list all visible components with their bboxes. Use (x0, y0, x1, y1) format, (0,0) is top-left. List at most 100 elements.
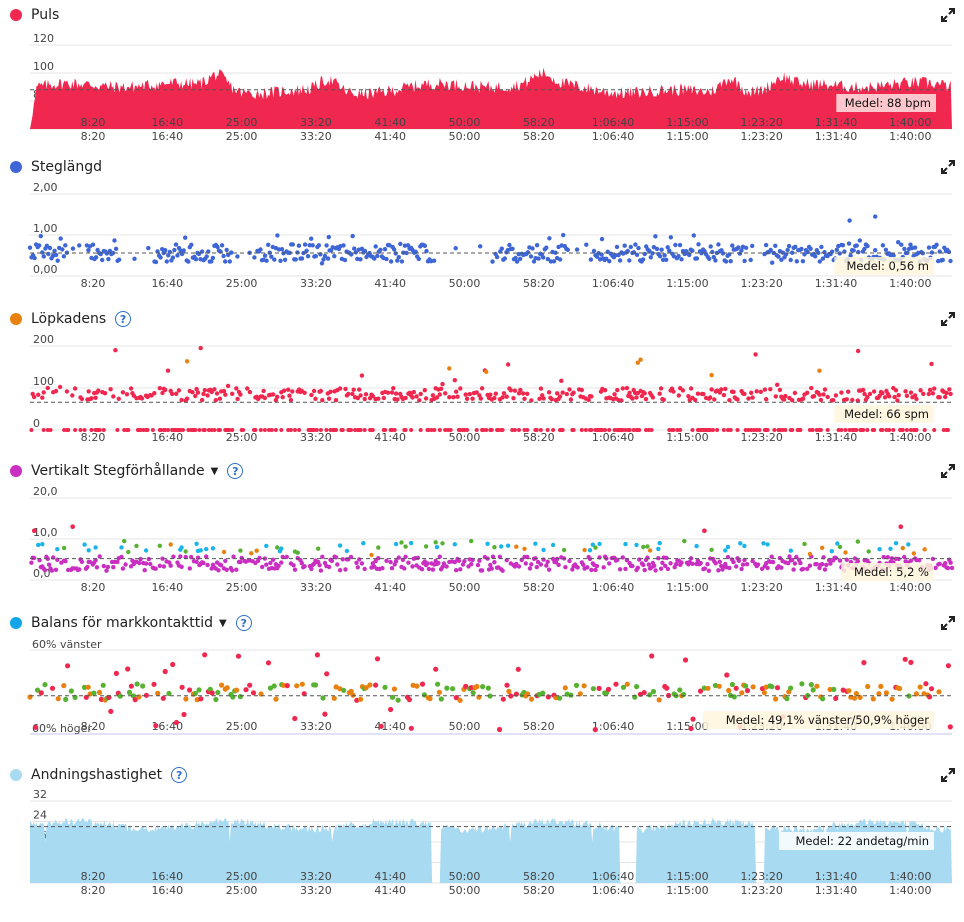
vertical-ratio-point (826, 558, 832, 563)
vertical-ratio-point (354, 560, 359, 565)
x-tick-label: 41:40 (374, 277, 406, 290)
vertical-ratio-point (642, 567, 647, 573)
vertical-ratio-point-alt (877, 547, 882, 552)
stride-point (61, 254, 66, 259)
stride-point (594, 254, 600, 259)
cadence-zero-point (751, 428, 756, 432)
stride-point (667, 248, 672, 253)
cadence-zero-point (197, 428, 202, 432)
respiration-area (30, 817, 952, 883)
vertical-ratio-point (216, 568, 221, 573)
cadence-zero-point (798, 428, 803, 432)
stride-point (837, 251, 842, 256)
stride-point (209, 259, 214, 264)
cadence-zero-point (267, 428, 271, 432)
vertical-ratio-point (292, 567, 298, 572)
balance-point (382, 684, 388, 690)
vertical-ratio-point (105, 564, 111, 570)
balance-point (373, 682, 379, 688)
cadence-point (234, 386, 239, 391)
cadence-zero-point (443, 428, 448, 432)
stride-point (848, 253, 853, 258)
y-tick-label: 60% höger (32, 722, 92, 735)
balance-point (724, 672, 730, 678)
x-tick-label: 50:00 (449, 277, 481, 290)
help-icon[interactable]: ? (227, 463, 244, 479)
cadence-point (195, 390, 201, 395)
stride-point (282, 257, 288, 262)
balance-point (187, 687, 193, 693)
stride-point (416, 256, 421, 262)
vertical-ratio-point (63, 559, 68, 564)
balance-point (65, 663, 71, 669)
x-tick-label-overlay: 1:23:20 (740, 870, 782, 883)
vertical-ratio-point (362, 566, 367, 572)
stride-point (834, 247, 839, 252)
vertical-ratio-point (665, 566, 671, 572)
balance-point (406, 697, 412, 703)
cadence-point (467, 391, 472, 397)
dropdown-caret-icon[interactable]: ▼ (210, 465, 219, 477)
stride-point (204, 254, 209, 259)
vertical-ratio-point-alt (765, 542, 770, 547)
cadence-point (790, 398, 795, 403)
vertical-ratio-point (695, 558, 701, 563)
stride-point (640, 257, 646, 262)
cadence-point (612, 392, 617, 397)
cadence-zero-point (262, 428, 267, 432)
balance-point (433, 666, 439, 672)
vertical-ratio-point (161, 564, 167, 569)
stride-point (625, 248, 630, 254)
expand-icon[interactable] (940, 7, 956, 23)
balance-point (705, 685, 711, 691)
cadence-zero-point (465, 428, 470, 432)
balance-point (528, 696, 535, 702)
cadence-point (777, 387, 783, 393)
cadence-point (657, 391, 662, 396)
stride-point (100, 257, 105, 263)
dropdown-caret-icon[interactable]: ▼ (219, 617, 227, 629)
cadence-zero-point (418, 428, 423, 432)
balance-point (480, 684, 486, 690)
vertical-ratio-point (299, 561, 304, 566)
cadence-point (504, 394, 509, 399)
cadence-zero-point (534, 428, 539, 432)
vertical-ratio-point-alt (788, 548, 793, 553)
cadence-zero-point (82, 428, 87, 432)
expand-icon[interactable] (940, 767, 956, 783)
stride-point (800, 259, 806, 264)
cadence-point (918, 388, 923, 393)
expand-icon[interactable] (940, 159, 956, 175)
balance-point (827, 686, 833, 693)
expand-icon[interactable] (940, 463, 956, 479)
cadence-point (174, 391, 179, 396)
balance-point (280, 682, 287, 688)
stride-point (547, 236, 552, 241)
stride-point (627, 258, 632, 263)
mean-label: Medel: 0,56 m (846, 259, 929, 273)
expand-icon[interactable] (940, 311, 956, 327)
cadence-point (57, 384, 63, 390)
cadence-point (773, 394, 778, 399)
stride-point (41, 254, 46, 259)
help-icon[interactable]: ? (115, 311, 132, 327)
stride-point (110, 250, 116, 256)
cadence-point-alt (447, 366, 452, 371)
expand-icon[interactable] (940, 615, 956, 631)
help-icon[interactable]: ? (235, 615, 252, 631)
stride-point (375, 253, 380, 259)
cadence-point (764, 397, 769, 402)
cadence-point (205, 393, 210, 398)
vertical-ratio-point (337, 568, 343, 573)
stride-point (278, 258, 283, 263)
stride-point (296, 243, 302, 248)
balance-point (155, 690, 161, 696)
stride-point (38, 233, 43, 239)
vertical-ratio-point-alt (922, 547, 927, 552)
cadence-point (850, 397, 855, 403)
stride-point (112, 238, 117, 243)
help-icon[interactable]: ? (171, 767, 188, 783)
balance-point (453, 695, 459, 701)
cadence-zero-point (839, 428, 844, 432)
stride-point (942, 245, 947, 250)
